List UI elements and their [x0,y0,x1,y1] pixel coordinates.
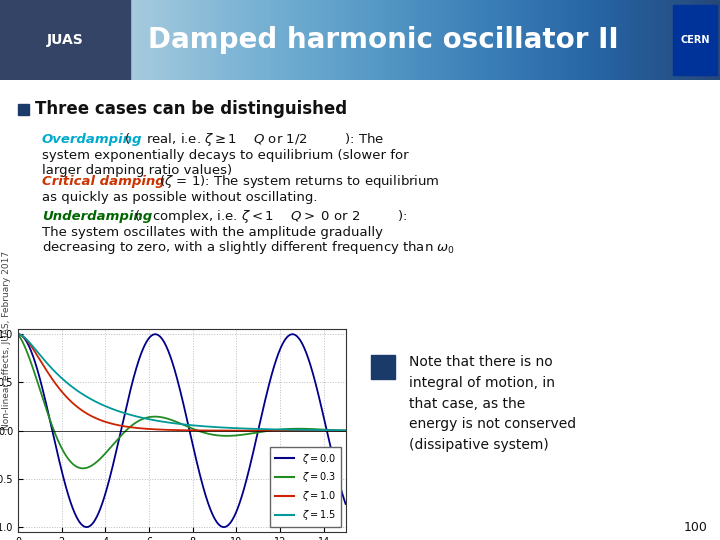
Text: Critical damping: Critical damping [42,176,165,188]
Legend: $\zeta=0.0$, $\zeta=0.3$, $\zeta=1.0$, $\zeta=1.5$: $\zeta=0.0$, $\zeta=0.3$, $\zeta=1.0$, $… [270,447,341,527]
Text: Underdamping: Underdamping [42,211,152,224]
Text: 100: 100 [684,521,708,534]
Text: as quickly as possible without oscillating.: as quickly as possible without oscillati… [42,192,318,205]
Text: larger damping ratio values): larger damping ratio values) [42,165,232,178]
Bar [28,136,36,144]
Bar [28,178,36,186]
Text: Note that there is no
integral of motion, in
that case, as the
energy is not con: Note that there is no integral of motion… [408,355,576,452]
Text: Damped harmonic oscillator II: Damped harmonic oscillator II [148,26,618,54]
Bar [673,5,717,75]
Text: (   complex, i.e. $\zeta < 1$    $Q >$ 0 or 2         ):: ( complex, i.e. $\zeta < 1$ $Q >$ 0 or 2… [130,208,408,225]
Text: Overdamping: Overdamping [42,133,143,146]
Text: JUAS: JUAS [47,33,84,47]
Bar [18,104,29,115]
Text: The system oscillates with the amplitude gradually: The system oscillates with the amplitude… [42,226,383,239]
Text: Non-linear effects, JUAS, February 2017: Non-linear effects, JUAS, February 2017 [2,251,12,429]
Text: system exponentially decays to equilibrium (slower for: system exponentially decays to equilibri… [42,150,409,163]
Text: Three cases can be distinguished: Three cases can be distinguished [35,100,347,118]
Text: (    real, i.e. $\zeta \geq 1$    $Q$ or $1/2$         ): The: ( real, i.e. $\zeta \geq 1$ $Q$ or $1/2$… [120,131,384,148]
Bar [28,213,36,221]
Text: CERN: CERN [680,35,710,45]
Bar [371,355,395,379]
Text: decreasing to zero, with a slightly different frequency than $\omega_0$: decreasing to zero, with a slightly diff… [42,239,455,256]
Text: ($\zeta$ = 1): The system returns to equilibrium: ($\zeta$ = 1): The system returns to equ… [155,173,440,191]
Bar [0,0,130,80]
